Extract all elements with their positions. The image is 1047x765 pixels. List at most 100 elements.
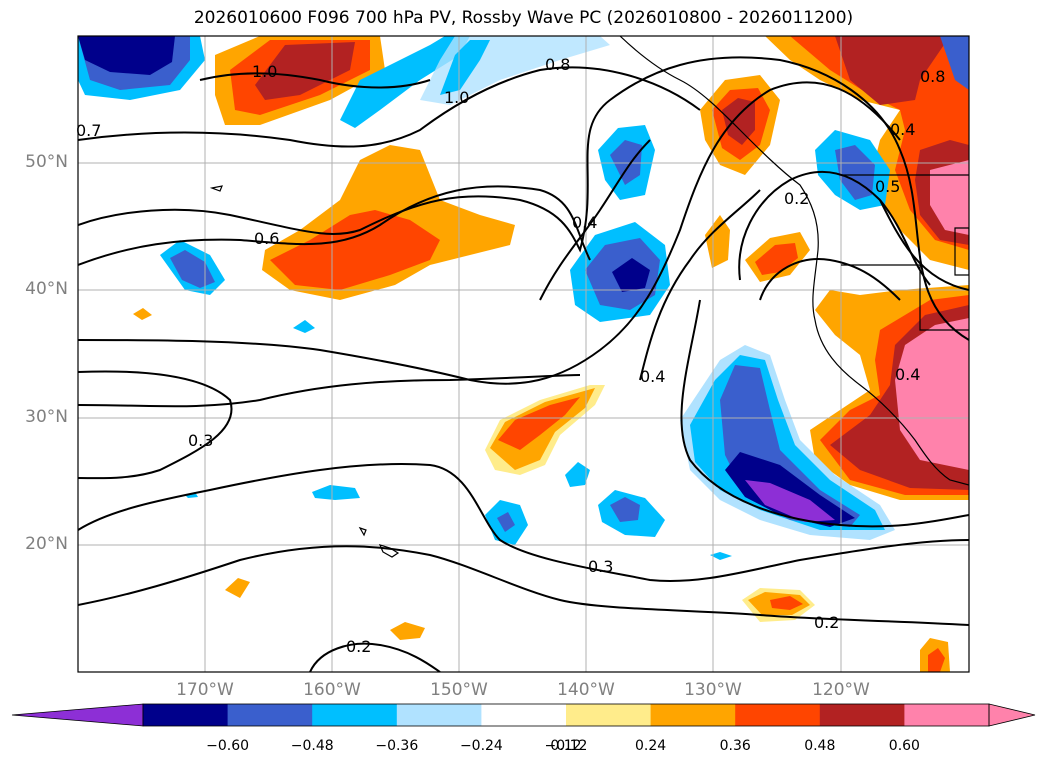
lat-label-50n: 50°N — [25, 152, 68, 172]
contour-line — [309, 642, 441, 672]
coastline — [209, 185, 223, 192]
anomaly-positive — [835, 36, 950, 105]
contour-line — [639, 189, 761, 381]
contour-label: 0.8 — [920, 67, 945, 86]
plot-frame — [77, 35, 970, 673]
contour-label: 0.8 — [545, 55, 570, 74]
gridlines — [78, 36, 969, 672]
contour-line — [199, 72, 431, 89]
colorbar-extend-max — [988, 703, 1036, 727]
anomaly-positive — [390, 622, 425, 640]
contour-line — [78, 545, 969, 626]
lon-label-160w: 160°W — [303, 680, 361, 700]
anomaly-positive — [895, 318, 969, 470]
lon-label-140w: 140°W — [557, 680, 615, 700]
border — [954, 227, 969, 276]
plot-area — [78, 36, 969, 672]
colorbar — [11, 703, 1036, 727]
anomaly-negative — [293, 320, 315, 333]
anomaly-negative — [610, 497, 640, 522]
contour-line — [78, 463, 969, 582]
colorbar-tick-label: 0.12 — [550, 738, 582, 754]
anomaly-positive — [928, 648, 945, 672]
coastline — [358, 526, 367, 537]
colorbar-tick-label: 0.24 — [635, 738, 667, 754]
lon-label-120w: 120°W — [812, 680, 870, 700]
anomaly-positive — [225, 578, 250, 598]
anomaly-positive — [498, 397, 580, 450]
colorbar-segment — [312, 704, 398, 726]
coastline-layer — [209, 36, 969, 558]
contour-label: 0.3 — [188, 431, 213, 450]
coastline — [378, 544, 400, 558]
anomaly-negative — [745, 480, 835, 522]
anomaly-negative — [710, 552, 732, 560]
anomaly-positive — [930, 160, 969, 235]
contour-label: 0.3 — [588, 557, 613, 576]
border — [841, 264, 969, 331]
anomaly-negative — [612, 258, 650, 292]
contour-line — [78, 66, 701, 148]
contour-line — [680, 299, 969, 528]
colorbar-segment — [566, 704, 652, 726]
colorbar-segment — [143, 704, 229, 726]
lon-label-130w: 130°W — [684, 680, 742, 700]
colorbar-tick-label: −0.48 — [290, 738, 334, 754]
anomaly-negative — [170, 250, 215, 288]
colorbar-frame — [142, 703, 990, 727]
colorbar-tick-label: −0.12 — [544, 738, 588, 754]
contour-line — [539, 139, 651, 301]
contour-line — [78, 185, 591, 266]
colorbar-tick-label: −0.60 — [206, 738, 250, 754]
colorbar-segment — [819, 704, 905, 726]
map-title: 2026010600 F096 700 hPa PV, Rossby Wave … — [193, 8, 854, 28]
contour-label: 0.2 — [784, 189, 809, 208]
lon-label-150w: 150°W — [430, 680, 488, 700]
colorbar-segment — [735, 704, 821, 726]
contour-line — [78, 56, 969, 341]
anomaly-negative — [940, 36, 969, 90]
contour-line — [738, 170, 931, 286]
anomaly-negative — [78, 36, 175, 75]
contour-label: 0.5 — [875, 177, 900, 196]
contour-line — [78, 374, 581, 408]
contour-label: 0.4 — [895, 365, 920, 384]
contour-label: 1.0 — [444, 88, 469, 107]
anomaly-positive — [755, 243, 798, 275]
anomaly-negative — [725, 452, 855, 527]
contour-line — [78, 370, 233, 480]
contour-line — [78, 81, 901, 385]
contour-label: 0.6 — [254, 229, 279, 248]
colorbar-segment — [650, 704, 736, 726]
colorbar-tick-label: −0.24 — [459, 738, 503, 754]
contour-label: 0.2 — [814, 613, 839, 632]
anomaly-positive — [770, 596, 803, 610]
colorbar-tick-label: −0.36 — [375, 738, 419, 754]
colorbar-tick-label: 0.48 — [804, 738, 836, 754]
contour-label: 0.4 — [572, 213, 597, 232]
lat-label-40n: 40°N — [25, 279, 68, 299]
anomaly-positive — [705, 215, 730, 268]
anomaly-positive — [133, 308, 152, 320]
colorbar-segment — [904, 704, 990, 726]
colorbar-segment — [481, 704, 567, 726]
contour-line — [759, 258, 901, 301]
anomaly-negative — [312, 485, 360, 500]
anomaly-positive — [270, 210, 440, 290]
colorbar-segment — [396, 704, 482, 726]
colorbar-extend-min — [11, 703, 144, 727]
contour-label: 0.2 — [346, 637, 371, 656]
anomaly-positive — [255, 42, 355, 100]
contour-label: 0.7 — [76, 121, 101, 140]
lat-label-20n: 20°N — [25, 534, 68, 554]
contour-layer — [78, 56, 969, 672]
lat-label-30n: 30°N — [25, 407, 68, 427]
anomaly-negative — [440, 40, 490, 95]
colorbar-tick-label: 0.60 — [888, 738, 920, 754]
anomaly-negative — [565, 462, 590, 487]
anomaly-positive — [722, 98, 755, 145]
lon-label-170w: 170°W — [176, 680, 234, 700]
contour-label: 0.4 — [890, 120, 915, 139]
coastline — [619, 36, 969, 486]
